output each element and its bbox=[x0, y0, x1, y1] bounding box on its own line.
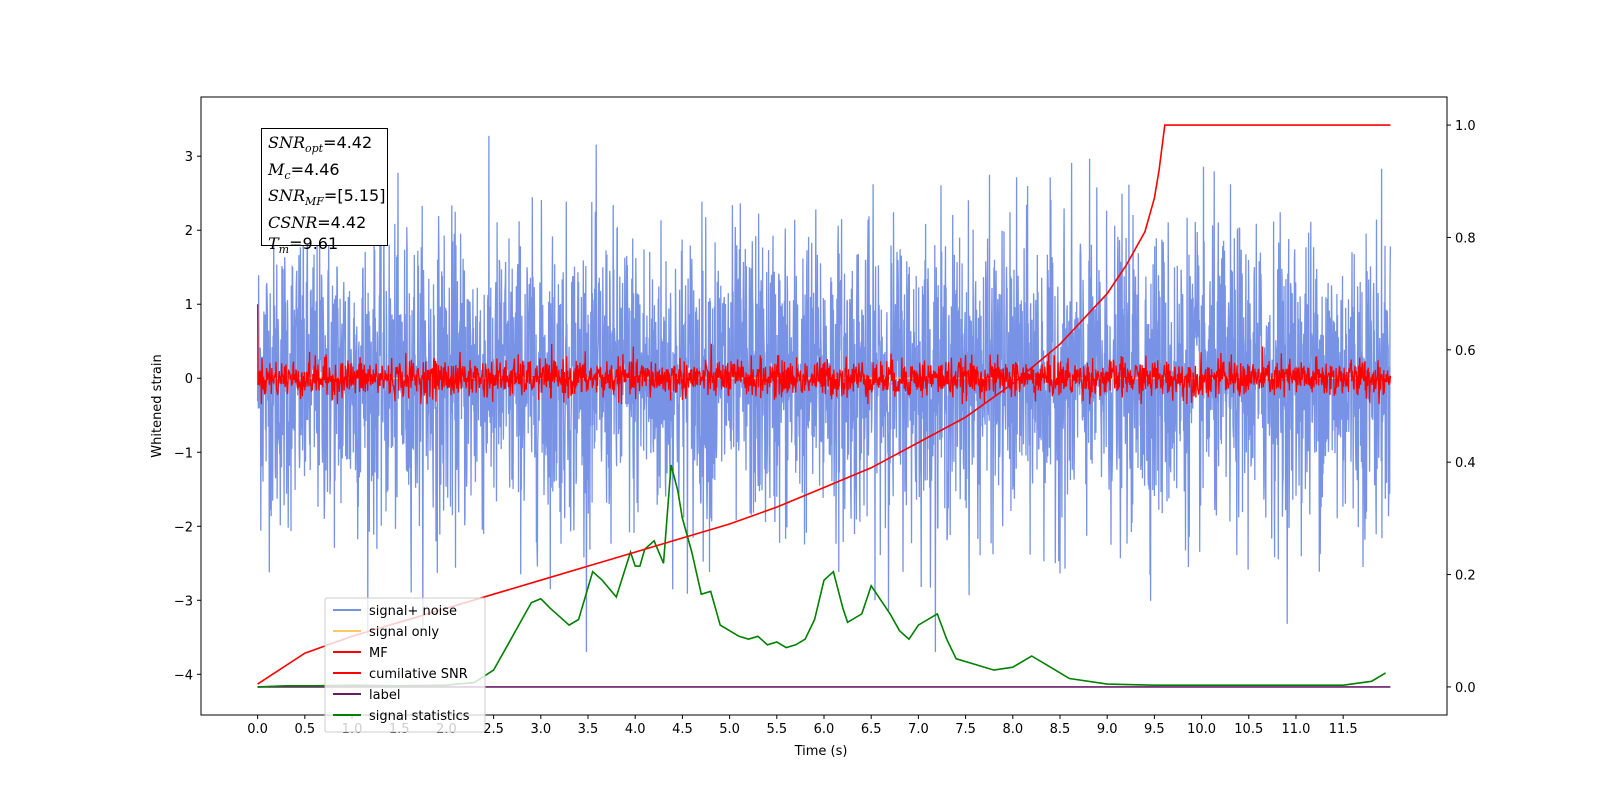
y-right-tick-label: 0.8 bbox=[1455, 231, 1476, 246]
x-tick-label: 2.5 bbox=[483, 722, 504, 737]
x-tick-label: 8.0 bbox=[1002, 722, 1023, 737]
x-tick-label: 5.0 bbox=[719, 722, 740, 737]
y-right-tick-label: 0.0 bbox=[1455, 681, 1476, 696]
x-axis-label: Time (s) bbox=[794, 744, 848, 759]
x-tick-label: 4.5 bbox=[672, 722, 693, 737]
x-tick-label: 8.5 bbox=[1050, 722, 1071, 737]
y-tick-label: 2 bbox=[185, 224, 193, 239]
x-tick-label: 9.0 bbox=[1097, 722, 1118, 737]
legend-entry: label bbox=[369, 688, 400, 703]
y-axis-right: 0.0 0.2 0.4 0.6 0.8 1.0 bbox=[1447, 119, 1476, 696]
y-right-tick-label: 0.4 bbox=[1455, 456, 1476, 471]
x-tick-label: 6.5 bbox=[861, 722, 882, 737]
y-right-tick-label: 0.6 bbox=[1455, 344, 1476, 359]
tm-line: Tm=9.61 bbox=[268, 233, 339, 256]
x-tick-label: 0.0 bbox=[247, 722, 268, 737]
y-right-tick-label: 1.0 bbox=[1455, 119, 1476, 134]
x-tick-label: 10.0 bbox=[1187, 722, 1216, 737]
x-tick-label: 3.0 bbox=[530, 722, 551, 737]
info-box: SNRopt=4.42 Mc=4.46 SNRMF=[5.15] CSNR=4.… bbox=[261, 128, 388, 256]
x-tick-label: 10.5 bbox=[1234, 722, 1263, 737]
legend: signal+ noise signal only MF cumilative SNR… bbox=[324, 597, 486, 733]
x-tick-label: 5.5 bbox=[766, 722, 787, 737]
x-tick-label: 7.5 bbox=[955, 722, 976, 737]
x-tick-label: 11.0 bbox=[1281, 722, 1310, 737]
y-tick-label: 0 bbox=[185, 372, 193, 387]
y-tick-label: −4 bbox=[174, 668, 193, 683]
snr-opt-line: SNRopt=4.42 bbox=[268, 133, 373, 156]
csnr-line: CSNR=4.42 bbox=[268, 213, 367, 233]
y-tick-label: 1 bbox=[185, 298, 193, 313]
legend-entry: signal+ noise bbox=[369, 604, 457, 619]
series-signal-noise bbox=[256, 135, 1392, 653]
x-tick-label: 11.5 bbox=[1329, 722, 1358, 737]
legend-box bbox=[324, 597, 486, 733]
y-right-tick-label: 0.2 bbox=[1455, 569, 1476, 584]
x-tick-label: 6.0 bbox=[814, 722, 835, 737]
y-tick-label: −1 bbox=[174, 446, 193, 461]
mc-line: Mc=4.46 bbox=[268, 159, 340, 182]
x-tick-label: 9.5 bbox=[1144, 722, 1165, 737]
x-tick-label: 3.5 bbox=[578, 722, 599, 737]
x-tick-label: 7.0 bbox=[908, 722, 929, 737]
legend-entry: signal statistics bbox=[369, 709, 470, 724]
legend-entry: cumilative SNR bbox=[369, 667, 468, 682]
x-tick-label: 4.0 bbox=[625, 722, 646, 737]
series-signal-statistics bbox=[257, 464, 1387, 688]
series-mf bbox=[256, 304, 1392, 405]
y-tick-label: 3 bbox=[185, 150, 193, 165]
snr-mf-line: SNRMF=[5.15] bbox=[268, 186, 386, 209]
x-tick-label: 0.5 bbox=[294, 722, 315, 737]
legend-entry: MF bbox=[369, 646, 388, 661]
y-tick-label: −2 bbox=[174, 520, 193, 535]
y-axis-left: −4 −3 −2 −1 0 1 2 3 bbox=[174, 150, 201, 683]
y-tick-label: −3 bbox=[174, 594, 193, 609]
y-axis-label: Whitened strain bbox=[150, 354, 165, 457]
legend-entry: signal only bbox=[369, 625, 439, 640]
